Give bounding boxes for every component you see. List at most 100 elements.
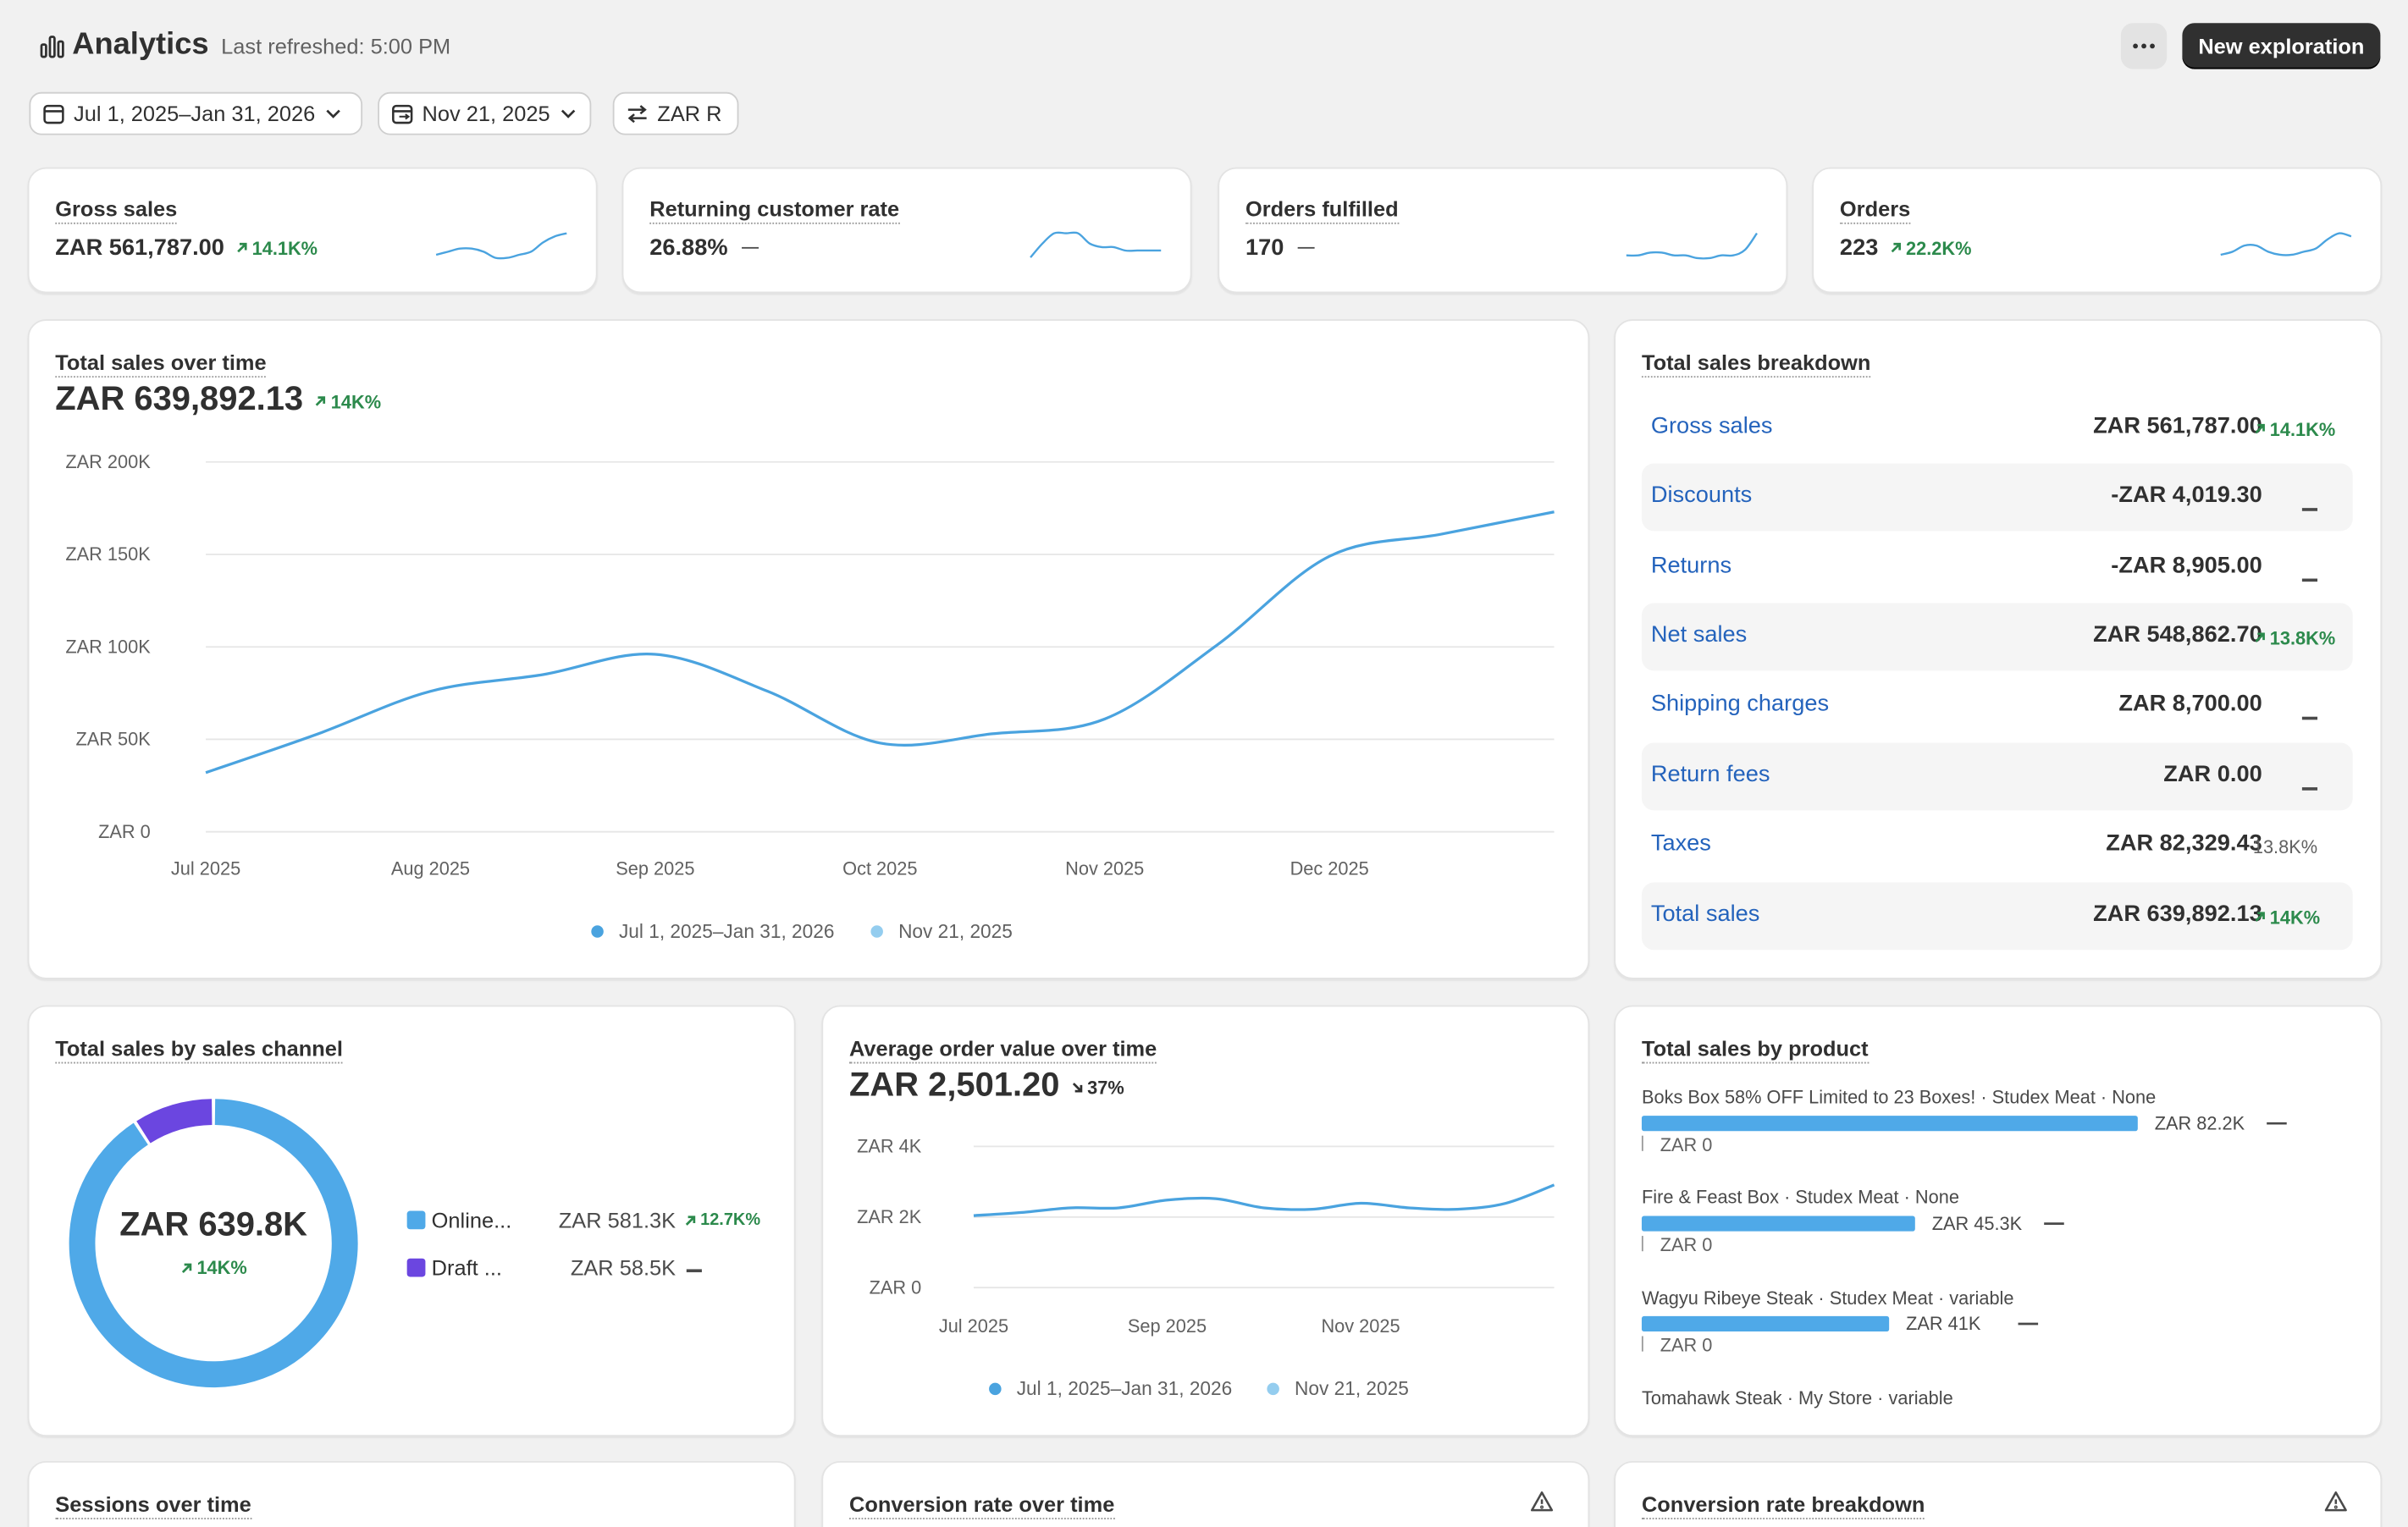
comparison-label: ZAR 0 xyxy=(1660,1234,1713,1255)
card-title: Sessions over time xyxy=(55,1491,251,1519)
change-indicator: 14K% xyxy=(179,1257,247,1278)
change-value: 13.8K% xyxy=(2269,626,2336,649)
donut-center-value: ZAR 639.8K xyxy=(119,1205,308,1243)
y-tick-label: ZAR 200K xyxy=(65,451,151,472)
no-change-dash xyxy=(2301,787,2318,790)
more-button[interactable] xyxy=(2120,23,2168,69)
comparison-label: ZAR 0 xyxy=(1660,1335,1713,1356)
y-tick-label: ZAR 0 xyxy=(98,821,151,842)
breakdown-row: Returns -ZAR 8,905.00 xyxy=(1642,534,2353,602)
chart-title: Total sales by sales channel xyxy=(55,1036,343,1064)
last-refreshed: Last refreshed: 5:00 PM xyxy=(221,33,451,58)
x-tick-label: Nov 2025 xyxy=(1065,857,1144,879)
product-name: Fire & Feast Box · Studex Meat · None xyxy=(1641,1187,1959,1209)
no-change-dash xyxy=(2301,508,2318,510)
x-tick-label: Oct 2025 xyxy=(842,857,917,879)
change-indicator: 22.2K% xyxy=(1889,237,1971,259)
legend-swatch xyxy=(406,1210,426,1230)
breakdown-value: ZAR 561,787.00 xyxy=(2093,412,2262,439)
change-indicator: 14K% xyxy=(314,390,381,412)
trend-arrow xyxy=(237,242,247,253)
change-indicator: 14K% xyxy=(2253,907,2320,928)
comparison-bar xyxy=(1641,1236,1643,1252)
breakdown-label: Shipping charges xyxy=(1650,690,1830,717)
exchange-icon xyxy=(627,105,647,124)
breakdown-change: 14.1K% xyxy=(2253,416,2335,444)
filter-label: ZAR R xyxy=(657,101,722,126)
breakdown-value: -ZAR 8,905.00 xyxy=(2111,552,2262,579)
comparison-bar xyxy=(1641,1336,1643,1352)
breakdown-row: Net sales ZAR 548,862.70 13.8K% xyxy=(1641,603,2353,671)
y-tick-label: ZAR 50K xyxy=(75,729,151,750)
bar-value-label: ZAR 41K xyxy=(1906,1313,1981,1334)
trend-arrow xyxy=(316,396,326,406)
donut-center-change: 14K% xyxy=(60,1257,367,1278)
kpi-card[interactable] xyxy=(1218,167,1788,294)
trend-arrow xyxy=(1072,1083,1083,1093)
card-title: Conversion rate over time xyxy=(849,1491,1115,1519)
kpi-label: Gross sales xyxy=(55,196,178,224)
trend-arrow xyxy=(2255,423,2265,434)
kpi-row: 26.88% xyxy=(649,234,759,261)
y-tick-label: ZAR 100K xyxy=(65,636,151,657)
y-tick-label: ZAR 0 xyxy=(870,1276,922,1298)
breakdown-dash xyxy=(2301,704,2318,732)
breakdown-row: Return fees ZAR 0.00 xyxy=(1641,742,2353,811)
breakdown-value: ZAR 0.00 xyxy=(2163,761,2262,788)
change-indicator: 13.8K% xyxy=(2253,836,2317,857)
comparison-bar xyxy=(1641,1135,1643,1151)
x-tick-label: Aug 2025 xyxy=(391,857,470,879)
chart-title: Average order value over time xyxy=(849,1036,1157,1064)
analytics-icon xyxy=(40,36,64,58)
currency-filter[interactable]: ZAR R xyxy=(612,91,739,135)
kpi-value: 170 xyxy=(1245,234,1284,262)
kpi-label: Orders xyxy=(1839,196,1911,224)
bar xyxy=(1641,1315,1890,1332)
conversion-breakdown-card xyxy=(1614,1461,2383,1527)
filter-label: Nov 21, 2025 xyxy=(422,101,550,126)
x-tick-label: Jul 2025 xyxy=(939,1315,1008,1337)
change-value: 37% xyxy=(1087,1076,1124,1099)
x-tick-label: Sep 2025 xyxy=(1128,1315,1207,1337)
legend-swatch xyxy=(406,1258,426,1277)
sparkline xyxy=(435,232,567,260)
change-indicator: 14.1K% xyxy=(2253,418,2335,439)
new-exploration-button[interactable]: New exploration xyxy=(2182,23,2381,69)
breakdown-label: Net sales xyxy=(1650,621,1748,648)
chart-headline: ZAR 2,501.20 37% xyxy=(849,1065,1124,1105)
breakdown-value: ZAR 82,329.43 xyxy=(2106,830,2262,857)
date-range-filter[interactable]: Jul 1, 2025–Jan 31, 2026 xyxy=(29,91,363,135)
comparison-label: ZAR 0 xyxy=(1660,1134,1713,1155)
sessions-card xyxy=(27,1461,796,1527)
breakdown-label: Total sales xyxy=(1650,901,1760,928)
y-tick-label: ZAR 2K xyxy=(857,1206,922,1227)
card-title: Conversion rate breakdown xyxy=(1641,1491,1925,1519)
breakdown-change: 14K% xyxy=(2253,904,2320,932)
x-tick-label: Sep 2025 xyxy=(616,857,694,879)
kpi-card[interactable] xyxy=(621,167,1192,294)
breakdown-label: Returns xyxy=(1650,552,1732,579)
breakdown-dash xyxy=(2301,496,2318,524)
breakdown-value: ZAR 639,892.13 xyxy=(2093,901,2262,928)
calendar-icon xyxy=(43,104,64,124)
breakdown-row: Taxes ZAR 82,329.43 13.8K% xyxy=(1642,812,2353,879)
kpi-card[interactable] xyxy=(27,167,598,294)
kpi-value: 223 xyxy=(1839,234,1879,262)
chevron xyxy=(326,109,341,119)
filter-label: Jul 1, 2025–Jan 31, 2026 xyxy=(74,101,316,126)
kpi-card[interactable] xyxy=(1812,167,2383,294)
trend-arrow xyxy=(2255,912,2265,922)
line-series xyxy=(205,510,1555,775)
breakdown-label: Return fees xyxy=(1650,761,1770,788)
legend-dot xyxy=(989,1382,1002,1396)
headline-value: ZAR 2,501.20 xyxy=(849,1065,1060,1104)
breakdown-dash xyxy=(2301,566,2318,594)
kpi-label: Orders fulfilled xyxy=(1245,196,1399,224)
legend-label: Nov 21, 2025 xyxy=(1295,1377,1409,1399)
kpi-label: Returning customer rate xyxy=(649,196,900,224)
compare-filter[interactable]: Nov 21, 2025 xyxy=(378,91,592,135)
change-value: 12.7K% xyxy=(700,1210,761,1230)
change-indicator: 37% xyxy=(1070,1077,1124,1098)
